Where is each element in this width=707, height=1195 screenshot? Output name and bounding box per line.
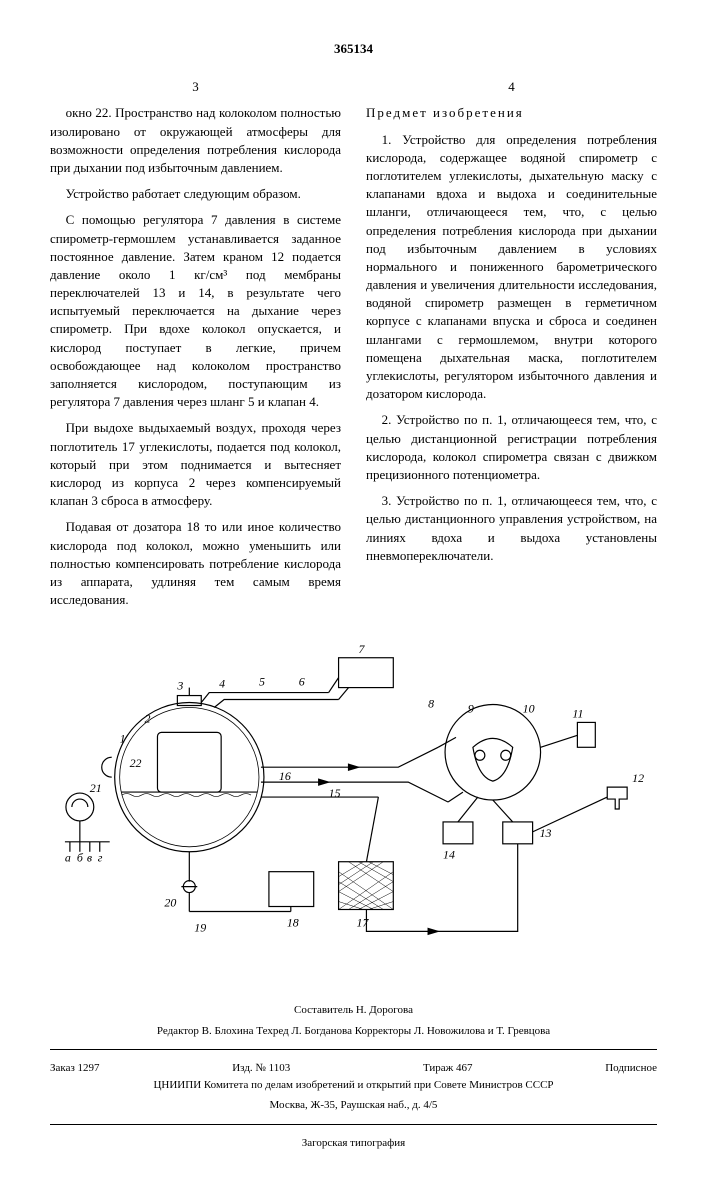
apparatus-diagram-svg: 1 2 3 4 5 6 7 8 9 10 11 12 13 14 15 16 1… [50, 637, 657, 977]
fig-label: 1 [120, 732, 126, 746]
divider [50, 1124, 657, 1125]
paragraph: Подавая от дозатора 18 то или иное колич… [50, 518, 341, 609]
fig-label: 15 [329, 786, 341, 800]
compiler-line: Составитель Н. Дорогова [50, 1002, 657, 1019]
fig-sublabel: б [77, 851, 84, 865]
fig-label: 17 [356, 916, 369, 930]
fig-label: 16 [279, 769, 291, 783]
fig-label: 9 [468, 702, 474, 716]
fig-label: 10 [523, 702, 535, 716]
order-number: Заказ 1297 [50, 1060, 100, 1077]
fig-label: 5 [259, 675, 265, 689]
editors-line: Редактор В. Блохина Техред Л. Богданова … [50, 1023, 657, 1040]
print-run: Тираж 467 [423, 1060, 473, 1077]
text-columns: 3 окно 22. Пространство над колоколом по… [50, 78, 657, 617]
footer: Составитель Н. Дорогова Редактор В. Блох… [50, 1002, 657, 1151]
edition-number: Изд. № 1103 [232, 1060, 290, 1077]
fig-label: 4 [219, 677, 225, 691]
schematic-figure: 1 2 3 4 5 6 7 8 9 10 11 12 13 14 15 16 1… [50, 637, 657, 977]
fig-label: 11 [572, 707, 583, 721]
claim: 3. Устройство по п. 1, отличающееся тем,… [366, 492, 657, 565]
fig-label: 19 [194, 921, 206, 935]
paragraph: С помощью регулятора 7 давления в систем… [50, 211, 341, 411]
footer-meta-row: Заказ 1297 Изд. № 1103 Тираж 467 Подписн… [50, 1060, 657, 1077]
right-col-number: 4 [366, 78, 657, 96]
fig-sublabel: г [98, 851, 103, 865]
subscription: Подписное [605, 1060, 657, 1077]
fig-sublabel: а [65, 851, 71, 865]
fig-label: 14 [443, 848, 455, 862]
fig-label: 13 [540, 826, 552, 840]
org-line-2: Москва, Ж-35, Раушская наб., д. 4/5 [50, 1097, 657, 1114]
left-col-number: 3 [50, 78, 341, 96]
typography: Загорская типография [50, 1135, 657, 1152]
fig-sublabel: в [87, 851, 92, 865]
fig-label: 7 [358, 642, 365, 656]
claim: 1. Устройство для определения потреблени… [366, 131, 657, 404]
fig-label: 21 [90, 781, 102, 795]
fig-label: 8 [428, 697, 434, 711]
claim: 2. Устройство по п. 1, отличающееся тем,… [366, 411, 657, 484]
claims-title: Предмет изобретения [366, 104, 657, 122]
fig-label: 6 [299, 675, 305, 689]
fig-label: 18 [287, 916, 299, 930]
left-column: 3 окно 22. Пространство над колоколом по… [50, 78, 341, 617]
fig-label: 22 [130, 756, 142, 770]
fig-label: 3 [176, 679, 183, 693]
fig-label: 2 [145, 712, 151, 726]
org-line-1: ЦНИИПИ Комитета по делам изобретений и о… [50, 1077, 657, 1094]
right-column: 4 Предмет изобретения 1. Устройство для … [366, 78, 657, 617]
divider [50, 1049, 657, 1050]
fig-label: 12 [632, 771, 644, 785]
paragraph: Устройство работает следующим образом. [50, 185, 341, 203]
fig-label: 20 [164, 896, 176, 910]
paragraph: окно 22. Пространство над колоколом полн… [50, 104, 341, 177]
paragraph: При выдохе выдыхаемый воздух, проходя че… [50, 419, 341, 510]
patent-number: 365134 [50, 40, 657, 58]
